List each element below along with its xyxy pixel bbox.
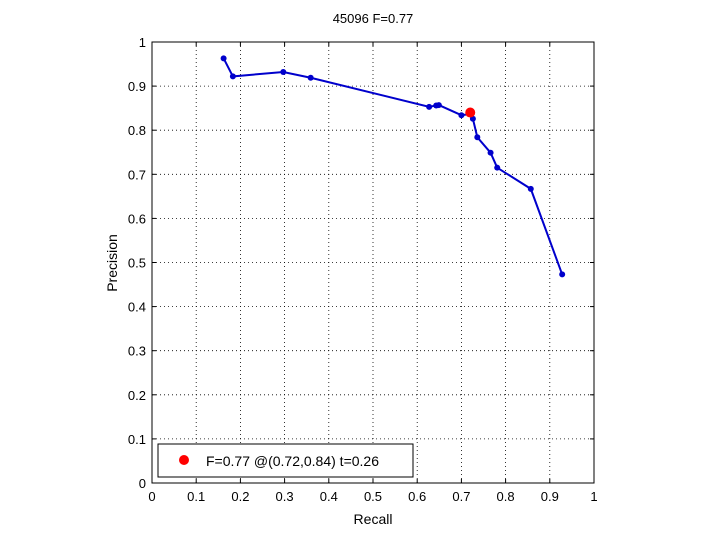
x-tick-label: 0 <box>148 489 155 504</box>
pr-curve-point <box>220 55 227 62</box>
pr-curve-point <box>527 185 534 192</box>
x-tick-label: 0.2 <box>231 489 249 504</box>
y-tick-label: 0.8 <box>128 123 146 138</box>
y-tick-label: 0.6 <box>128 211 146 226</box>
x-tick-label: 0.3 <box>276 489 294 504</box>
legend-box <box>157 443 414 478</box>
chart-title: 45096 F=0.77 <box>333 11 414 26</box>
y-tick-label: 0 <box>139 476 146 491</box>
pr-curve-point <box>494 164 501 171</box>
pr-curve-point <box>487 149 494 156</box>
x-tick-label: 0.9 <box>541 489 559 504</box>
x-tick-label: 0.8 <box>497 489 515 504</box>
x-tick-label: 0.6 <box>408 489 426 504</box>
x-axis-label: Recall <box>354 511 393 527</box>
pr-curve-point <box>426 103 433 110</box>
best-f-point <box>465 107 476 118</box>
x-tick-label: 0.4 <box>320 489 338 504</box>
y-tick-label: 0.3 <box>128 344 146 359</box>
pr-curve-point <box>280 68 287 75</box>
pr-curve-point <box>307 74 314 81</box>
legend-marker <box>179 455 189 465</box>
x-tick-label: 0.5 <box>364 489 382 504</box>
y-tick-label: 0.9 <box>128 79 146 94</box>
y-tick-label: 1 <box>139 35 146 50</box>
x-tick-label: 0.1 <box>187 489 205 504</box>
axes-box <box>151 41 595 484</box>
y-tick-label: 0.5 <box>128 256 146 271</box>
pr-curve-point <box>458 112 465 119</box>
x-tick-label: 1 <box>590 489 597 504</box>
grid-lines <box>152 42 594 483</box>
y-tick-labels: 0 0.1 0.2 0.3 0.4 0.5 0.6 0.7 0.8 0.9 1 <box>128 35 146 491</box>
y-tick-label: 0.2 <box>128 388 146 403</box>
pr-curve-point <box>559 271 566 278</box>
pr-curve-point <box>229 73 236 80</box>
highlight-group <box>465 107 476 118</box>
y-tick-label: 0.1 <box>128 432 146 447</box>
y-tick-label: 0.7 <box>128 167 146 182</box>
x-tick-label: 0.7 <box>452 489 470 504</box>
pr-curve-point <box>474 134 481 141</box>
x-tick-labels: 0 0.1 0.2 0.3 0.4 0.5 0.6 0.7 0.8 0.9 1 <box>148 489 597 504</box>
legend-entry: F=0.77 @(0.72,0.84) t=0.26 <box>206 453 379 469</box>
y-axis-label: Precision <box>104 234 120 292</box>
legend: F=0.77 @(0.72,0.84) t=0.26 <box>157 443 414 478</box>
series-group <box>220 55 566 278</box>
pr-curve-point <box>435 102 442 109</box>
y-tick-label: 0.4 <box>128 300 146 315</box>
